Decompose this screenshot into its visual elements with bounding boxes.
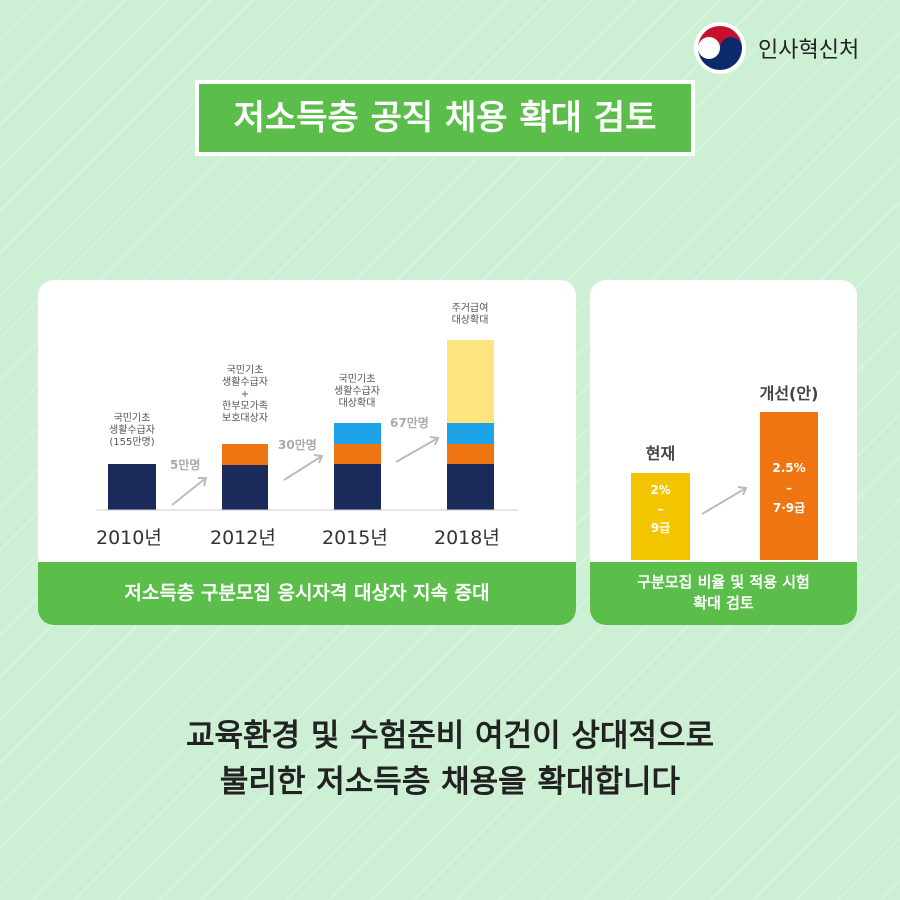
year-label: 2012년 [210,527,276,549]
column-label: 국민기초 생활수급자 (155만명) [109,413,155,448]
year-label: 2015년 [322,527,388,549]
right-caption: 구분모집 비율 및 적용 시험 확대 검토 [590,562,857,625]
left-caption: 저소득층 구분모집 응시자격 대상자 지속 증대 [38,562,576,625]
year-label: 2018년 [434,527,500,549]
year-label: 2010년 [96,527,162,549]
logo-emblem [694,22,746,74]
left-panel: 국민기초 생활수급자 (155만명) 국민기초 생활수급자 + 한부모가족 보호대상자 국민… [38,280,576,625]
arrow-label: 5만명 [170,458,201,472]
current-label: 현재 [645,444,676,463]
stacked-bars [96,340,518,511]
arrow-label: 30만명 [278,438,317,452]
arrow-label: 67만명 [390,416,429,430]
improved-bar: 2.5% –7·9급 [760,412,818,560]
column-label: 국민기초 생활수급자 대상확대 [334,374,380,409]
right-panel: 2% –9급 2.5% –7·9급 현재 개선(안) 구분모집 비율 및 적용 시험… [590,280,857,625]
title: 저소득층 공직 채용 확대 검토 [195,80,695,156]
column-label: 국민기초 생활수급자 + 한부모가족 보호대상자 [222,365,268,424]
current-bar: 2% –9급 [631,473,690,560]
footer: 교육환경 및 수험준비 여건이 상대적으로 불리한 저소득층 채용을 확대합니다 [185,718,714,800]
logo-text: 인사혁신처 [758,38,860,63]
column-label: 주거급여 대상확대 [451,303,489,326]
improved-label: 개선(안) [759,384,819,403]
arrow [701,486,748,515]
